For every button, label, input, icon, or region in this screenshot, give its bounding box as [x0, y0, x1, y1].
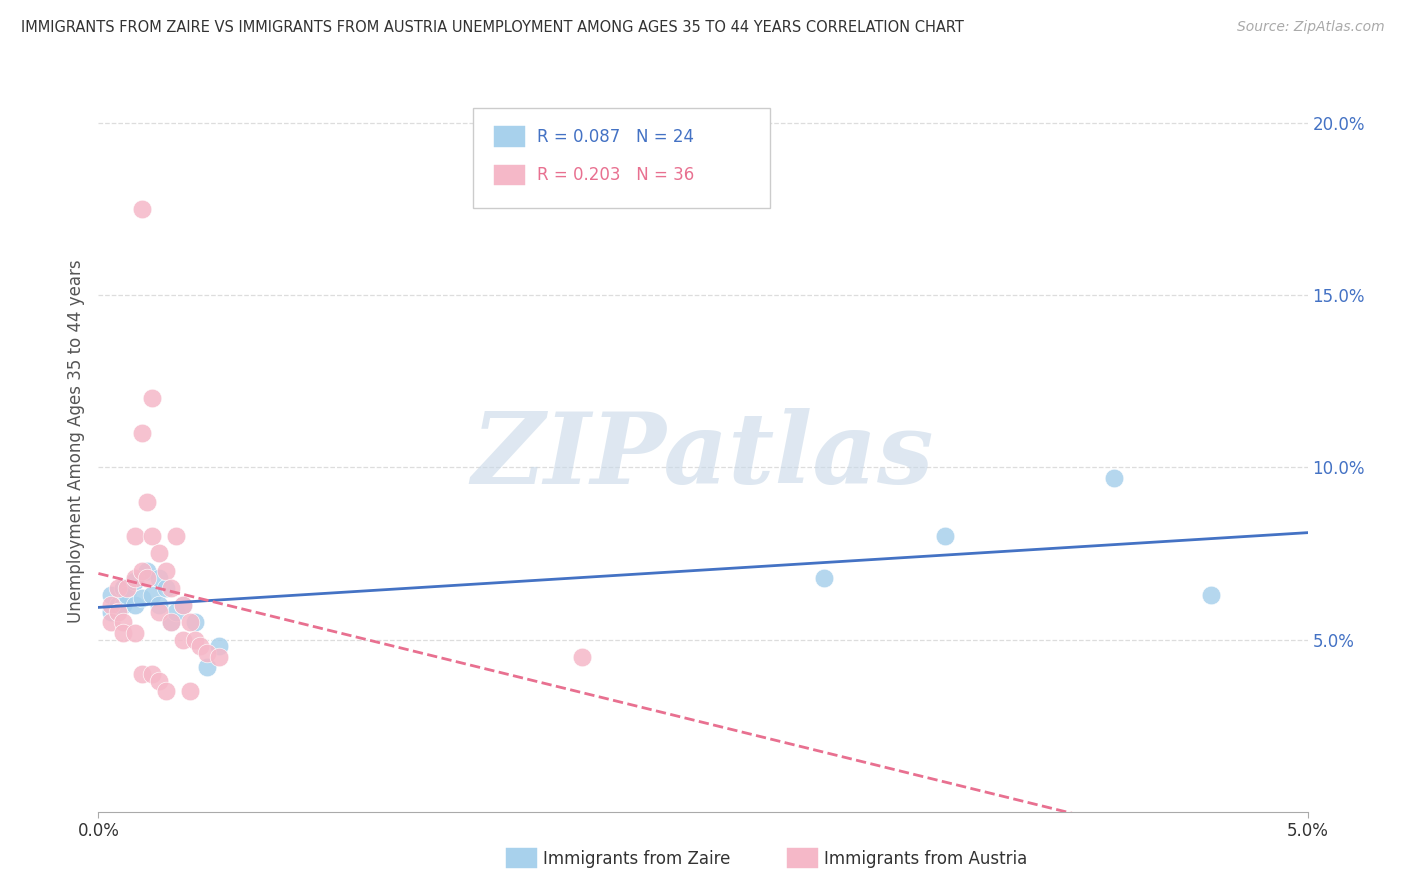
Point [131, 667, 153, 681]
Point [100, 598, 122, 612]
Bar [494, 126, 526, 147]
Point [100, 605, 122, 619]
Text: Source: ZipAtlas.com: Source: ZipAtlas.com [1237, 20, 1385, 34]
Point [195, 660, 218, 674]
Point [165, 529, 187, 543]
Point [135, 564, 157, 578]
Text: R = 0.087   N = 24: R = 0.087 N = 24 [537, 128, 695, 145]
Bar [494, 165, 526, 186]
Point [165, 605, 187, 619]
Point [160, 581, 183, 595]
Point [131, 202, 153, 216]
Point [184, 632, 207, 647]
Point [141, 392, 163, 406]
Point [100, 588, 122, 602]
Y-axis label: Unemployment Among Ages 35 to 44 years: Unemployment Among Ages 35 to 44 years [66, 260, 84, 624]
Point [148, 570, 170, 584]
Point [148, 673, 170, 688]
Point [124, 625, 146, 640]
Point [208, 640, 231, 654]
Point [107, 605, 129, 619]
Point [188, 640, 211, 654]
Point [111, 598, 134, 612]
Point [131, 564, 153, 578]
Point [107, 581, 129, 595]
Point [124, 529, 146, 543]
Text: ZIPatlas: ZIPatlas [472, 409, 934, 505]
Point [111, 581, 134, 595]
Point [148, 598, 170, 612]
Point [117, 588, 139, 602]
Point [141, 529, 163, 543]
Point [571, 649, 593, 664]
Point [124, 570, 146, 584]
Point [107, 598, 129, 612]
Text: IMMIGRANTS FROM ZAIRE VS IMMIGRANTS FROM AUSTRIA UNEMPLOYMENT AMONG AGES 35 TO 4: IMMIGRANTS FROM ZAIRE VS IMMIGRANTS FROM… [21, 20, 965, 35]
Point [155, 581, 177, 595]
Point [124, 598, 146, 612]
Point [131, 425, 153, 440]
Text: Immigrants from Zaire: Immigrants from Zaire [543, 850, 730, 868]
Text: R = 0.203   N = 36: R = 0.203 N = 36 [537, 166, 695, 184]
Point [160, 615, 183, 630]
Point [148, 605, 170, 619]
Point [179, 684, 201, 698]
Point [184, 615, 207, 630]
Point [934, 529, 956, 543]
Point [155, 684, 177, 698]
Point [111, 615, 134, 630]
Point [813, 570, 835, 584]
Point [208, 649, 231, 664]
Point [141, 667, 163, 681]
Point [135, 570, 157, 584]
Point [148, 546, 170, 560]
Point [100, 615, 122, 630]
Point [135, 495, 157, 509]
Point [195, 646, 218, 660]
Point [131, 591, 153, 606]
Point [141, 588, 163, 602]
Point [172, 598, 194, 612]
Text: Immigrants from Austria: Immigrants from Austria [824, 850, 1028, 868]
Point [172, 598, 194, 612]
Point [172, 632, 194, 647]
Point [179, 615, 201, 630]
Point [1199, 588, 1222, 602]
Point [111, 625, 134, 640]
Point [1102, 471, 1125, 485]
Point [160, 615, 183, 630]
Point [155, 564, 177, 578]
Point [117, 581, 139, 595]
FancyBboxPatch shape [474, 109, 769, 209]
Point [124, 574, 146, 588]
